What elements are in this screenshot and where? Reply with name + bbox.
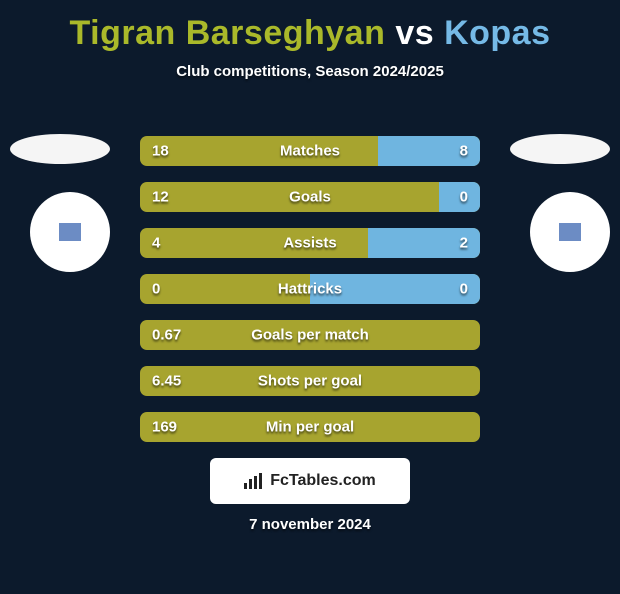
stat-left-value: 4: [152, 235, 160, 252]
player2-name: Kopas: [444, 14, 550, 52]
flag-left-icon: [10, 134, 110, 164]
stat-left-value: 6.45: [152, 373, 181, 390]
stat-label: Min per goal: [266, 419, 354, 436]
stat-row: 6.45 Shots per goal: [140, 366, 480, 396]
club-right-icon: [530, 192, 610, 272]
site-logo: FcTables.com: [210, 458, 410, 504]
comparison-bars: 18 Matches 8 12 Goals 0 4 Assists 2 0 Hattricks 0 0.…: [140, 136, 480, 458]
stat-left-value: 12: [152, 189, 169, 206]
stat-label: Shots per goal: [258, 373, 362, 390]
club-placeholder-icon: [59, 223, 81, 241]
comparison-title: Tigran Barseghyan vs Kopas: [0, 14, 620, 53]
chart-icon: [244, 473, 264, 489]
stat-row: 12 Goals 0: [140, 182, 480, 212]
stat-row: 18 Matches 8: [140, 136, 480, 166]
flag-right-icon: [510, 134, 610, 164]
stat-left-value: 18: [152, 143, 169, 160]
stat-right-value: 8: [460, 143, 468, 160]
stat-left-value: 0: [152, 281, 160, 298]
player1-name: Tigran Barseghyan: [69, 14, 385, 52]
stat-label: Goals: [289, 189, 331, 206]
stat-right-value: 0: [460, 281, 468, 298]
stat-right-value: 2: [460, 235, 468, 252]
stat-label: Assists: [283, 235, 336, 252]
stat-row: 0 Hattricks 0: [140, 274, 480, 304]
subtitle-text: Club competitions, Season 2024/2025: [0, 63, 620, 80]
stat-right-value: 0: [460, 189, 468, 206]
stat-row: 4 Assists 2: [140, 228, 480, 258]
stat-row: 169 Min per goal: [140, 412, 480, 442]
date-text: 7 november 2024: [249, 516, 371, 533]
club-left-icon: [30, 192, 110, 272]
stat-left-value: 169: [152, 419, 177, 436]
stat-row: 0.67 Goals per match: [140, 320, 480, 350]
stat-label: Hattricks: [278, 281, 342, 298]
stat-label: Matches: [280, 143, 340, 160]
versus-text: vs: [395, 14, 434, 52]
site-logo-text: FcTables.com: [270, 472, 376, 490]
stat-left-value: 0.67: [152, 327, 181, 344]
club-placeholder-icon: [559, 223, 581, 241]
stat-label: Goals per match: [251, 327, 369, 344]
